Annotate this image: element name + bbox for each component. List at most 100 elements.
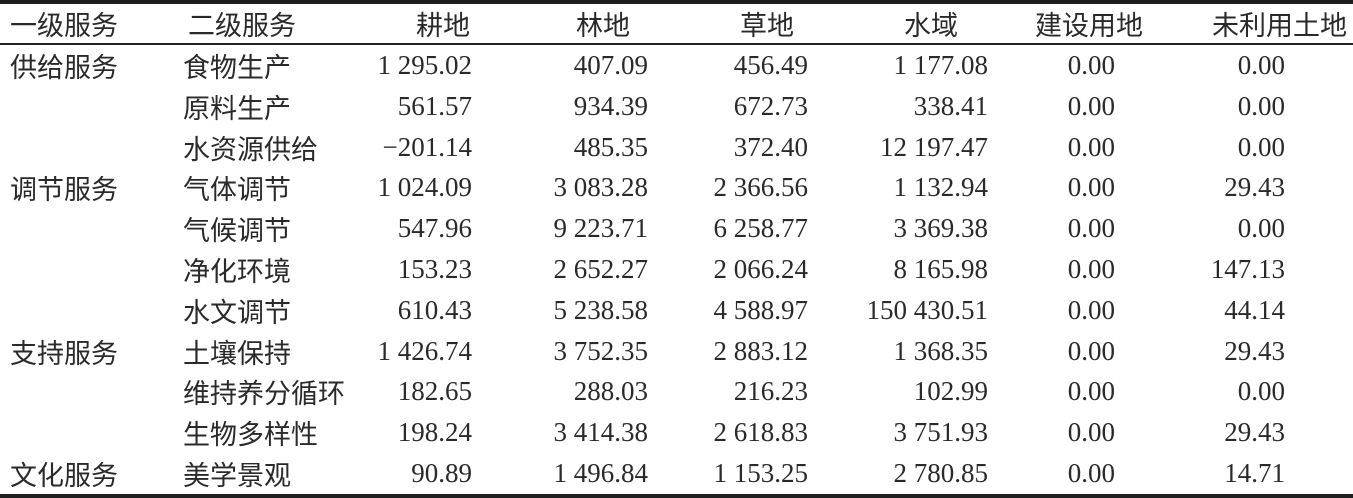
table-row: 净化环境 153.23 2 652.27 2 066.24 8 165.98 0.00 14…: [0, 249, 1353, 290]
value-cell: 1 153.25: [713, 458, 809, 488]
table-row: 支持服务 土壤保持 1 426.74 3 752.35 2 883.12 1 368.35…: [0, 331, 1353, 372]
value-cell: 9 223.71: [553, 213, 649, 244]
value-cell: 12 197.47: [880, 131, 988, 162]
value-cell: 288.03: [573, 376, 648, 407]
value-cell: 29.43: [1224, 172, 1285, 203]
secondary-service-cell: 气候调节: [183, 216, 291, 247]
value-cell: 0.00: [1067, 458, 1115, 488]
value-cell: 3 369.38: [893, 213, 989, 244]
value-cell: 147.13: [1210, 253, 1285, 284]
value-cell: 2 366.56: [713, 172, 809, 203]
value-cell: 456.49: [733, 49, 808, 80]
value-cell: 1 024.09: [377, 172, 473, 203]
value-cell: 0.00: [1237, 90, 1285, 121]
value-cell: 1 368.35: [893, 335, 989, 366]
value-cell: 0.00: [1237, 131, 1285, 162]
table-row: 水资源供给 −201.14 485.35 372.40 12 197.47 0.00 0.0…: [0, 127, 1353, 168]
value-cell: 0.00: [1237, 213, 1285, 244]
value-cell: 44.14: [1224, 294, 1285, 325]
secondary-service-cell: 美学景观: [183, 461, 291, 491]
value-cell: 372.40: [733, 131, 808, 162]
secondary-service-cell: 生物多样性: [183, 420, 318, 451]
value-cell: 216.23: [733, 376, 808, 407]
value-cell: 3 751.93: [893, 417, 989, 448]
value-cell: 0.00: [1067, 49, 1115, 80]
value-cell: 102.99: [913, 376, 988, 407]
value-cell: 14.71: [1224, 458, 1285, 488]
secondary-service-cell: 食物生产: [183, 52, 291, 83]
value-cell: 0.00: [1067, 172, 1115, 203]
value-cell: 0.00: [1067, 90, 1115, 121]
value-cell: 0.00: [1067, 253, 1115, 284]
value-cell: 8 165.98: [893, 253, 989, 284]
table-row: 气候调节 547.96 9 223.71 6 258.77 3 369.38 0.00 0.…: [0, 208, 1353, 249]
value-cell: 3 083.28: [553, 172, 649, 203]
col-header-unused-land: 未利用土地: [1170, 2, 1353, 45]
col-header-construction-land: 建设用地: [995, 2, 1170, 45]
table-row: 生物多样性 198.24 3 414.38 2 618.83 3 751.93 0.00 2…: [0, 412, 1353, 453]
value-cell: 198.24: [397, 417, 472, 448]
col-header-forest-land: 林地: [480, 2, 650, 45]
value-cell: 2 652.27: [553, 253, 649, 284]
primary-service-cell: 调节服务: [10, 175, 118, 206]
value-cell: 150 430.51: [866, 294, 989, 325]
primary-service-cell: [0, 290, 168, 331]
primary-service-cell: 文化服务: [10, 461, 118, 491]
value-cell: 0.00: [1067, 376, 1115, 407]
value-cell: 3 414.38: [553, 417, 649, 448]
value-cell: 182.65: [397, 376, 472, 407]
value-cell: 1 177.08: [893, 49, 989, 80]
value-cell: 29.43: [1224, 417, 1285, 448]
value-cell: 0.00: [1237, 376, 1285, 407]
value-cell: 2 618.83: [713, 417, 809, 448]
value-cell: 547.96: [397, 213, 472, 244]
value-cell: 3 752.35: [553, 335, 649, 366]
value-cell: −201.14: [382, 131, 472, 162]
value-cell: 561.57: [397, 90, 472, 121]
value-cell: 5 238.58: [553, 294, 649, 325]
value-cell: 90.89: [411, 458, 472, 488]
value-cell: 0.00: [1067, 417, 1115, 448]
value-cell: 29.43: [1224, 335, 1285, 366]
col-header-primary-service: 一级服务: [0, 2, 168, 45]
primary-service-cell: [0, 127, 168, 168]
table-row: 原料生产 561.57 934.39 672.73 338.41 0.00 0.00: [0, 86, 1353, 127]
value-cell: 0.00: [1067, 213, 1115, 244]
value-cell: 4 588.97: [713, 294, 809, 325]
table-row: 调节服务 气体调节 1 024.09 3 083.28 2 366.56 1 132.94…: [0, 167, 1353, 208]
value-cell: 610.43: [397, 294, 472, 325]
secondary-service-cell: 气体调节: [183, 175, 291, 206]
value-cell: 0.00: [1067, 131, 1115, 162]
primary-service-cell: [0, 208, 168, 249]
col-header-grassland: 草地: [650, 2, 818, 45]
secondary-service-cell: 原料生产: [183, 93, 291, 124]
secondary-service-cell: 净化环境: [183, 256, 291, 287]
value-cell: 2 780.85: [893, 458, 989, 488]
value-cell: 1 132.94: [893, 172, 989, 203]
value-cell: 153.23: [397, 253, 472, 284]
primary-service-cell: [0, 371, 168, 412]
value-cell: 2 883.12: [713, 335, 809, 366]
value-cell: 1 426.74: [377, 335, 473, 366]
primary-service-cell: [0, 249, 168, 290]
col-header-cropland: 耕地: [330, 2, 480, 45]
primary-service-cell: [0, 86, 168, 127]
primary-service-cell: 支持服务: [10, 338, 118, 369]
table-row: 维持养分循环 182.65 288.03 216.23 102.99 0.00 0.00: [0, 371, 1353, 412]
table-row: 供给服务 食物生产 1 295.02 407.09 456.49 1 177.08 0.00…: [0, 44, 1353, 86]
header-row: 一级服务 二级服务 耕地 林地 草地 水域 建设用地 未利用土地: [0, 2, 1353, 45]
value-cell: 934.39: [573, 90, 648, 121]
table-row: 文化服务 美学景观 90.89 1 496.84 1 153.25 2 780.85 0.0…: [0, 453, 1353, 496]
value-cell: 0.00: [1237, 49, 1285, 80]
secondary-service-cell: 水资源供给: [183, 134, 318, 165]
col-header-water-area: 水域: [818, 2, 995, 45]
value-cell: 1 496.84: [553, 458, 649, 488]
table-body: 供给服务 食物生产 1 295.02 407.09 456.49 1 177.08 0.00…: [0, 44, 1353, 496]
primary-service-cell: [0, 412, 168, 453]
value-cell: 0.00: [1067, 294, 1115, 325]
value-cell: 1 295.02: [377, 49, 473, 80]
value-cell: 338.41: [913, 90, 988, 121]
value-cell: 0.00: [1067, 335, 1115, 366]
col-header-secondary-service: 二级服务: [168, 2, 330, 45]
